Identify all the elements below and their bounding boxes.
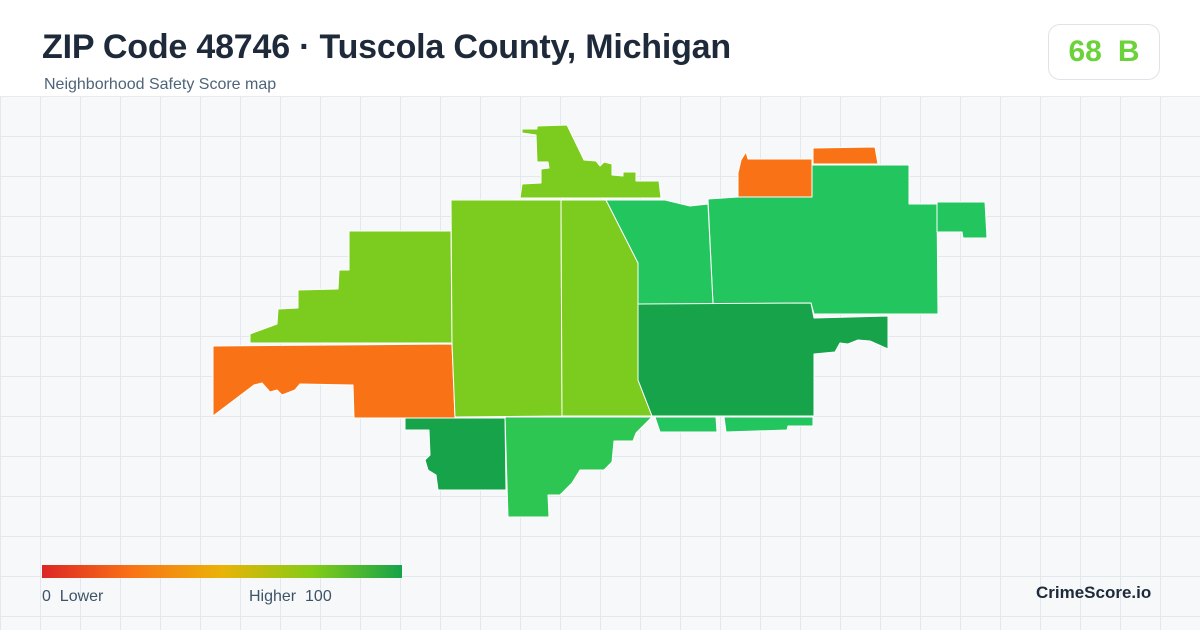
map-region-south-strip-2[interactable] <box>723 416 814 433</box>
brand-logo-text[interactable]: CrimeScore.io <box>1036 583 1152 602</box>
map-region-west-lower-orange[interactable] <box>212 343 456 419</box>
score-grade: B <box>1117 35 1140 68</box>
page-subtitle: Neighborhood Safety Score map <box>44 76 277 93</box>
map-region-north-central-green[interactable] <box>605 199 714 305</box>
safety-score-badge: 68 B <box>1048 24 1160 80</box>
map-region-far-east-green[interactable] <box>936 201 988 239</box>
legend-gradient-bar <box>42 565 402 578</box>
page-title: ZIP Code 48746 · Tuscola County, Michiga… <box>42 28 731 66</box>
map-region-northeast-orange[interactable] <box>737 151 813 198</box>
map-region-southeast-dark-green[interactable] <box>637 302 889 417</box>
map-region-south-strip[interactable] <box>654 416 718 433</box>
legend-max-label: Higher 100 <box>249 588 332 605</box>
map-region-north-strip[interactable] <box>519 124 662 199</box>
map-region-northeast-orange-strip[interactable] <box>812 146 879 165</box>
score-value: 68 <box>1068 35 1102 68</box>
map-region-central-west[interactable] <box>450 199 563 418</box>
map-region-south-green[interactable] <box>504 416 653 518</box>
header: ZIP Code 48746 · Tuscola County, Michiga… <box>0 0 1200 97</box>
legend-min-label: 0 Lower <box>42 588 104 605</box>
map-region-west-upper[interactable] <box>249 230 453 344</box>
map-region-southwest-dark-green[interactable] <box>404 417 507 491</box>
